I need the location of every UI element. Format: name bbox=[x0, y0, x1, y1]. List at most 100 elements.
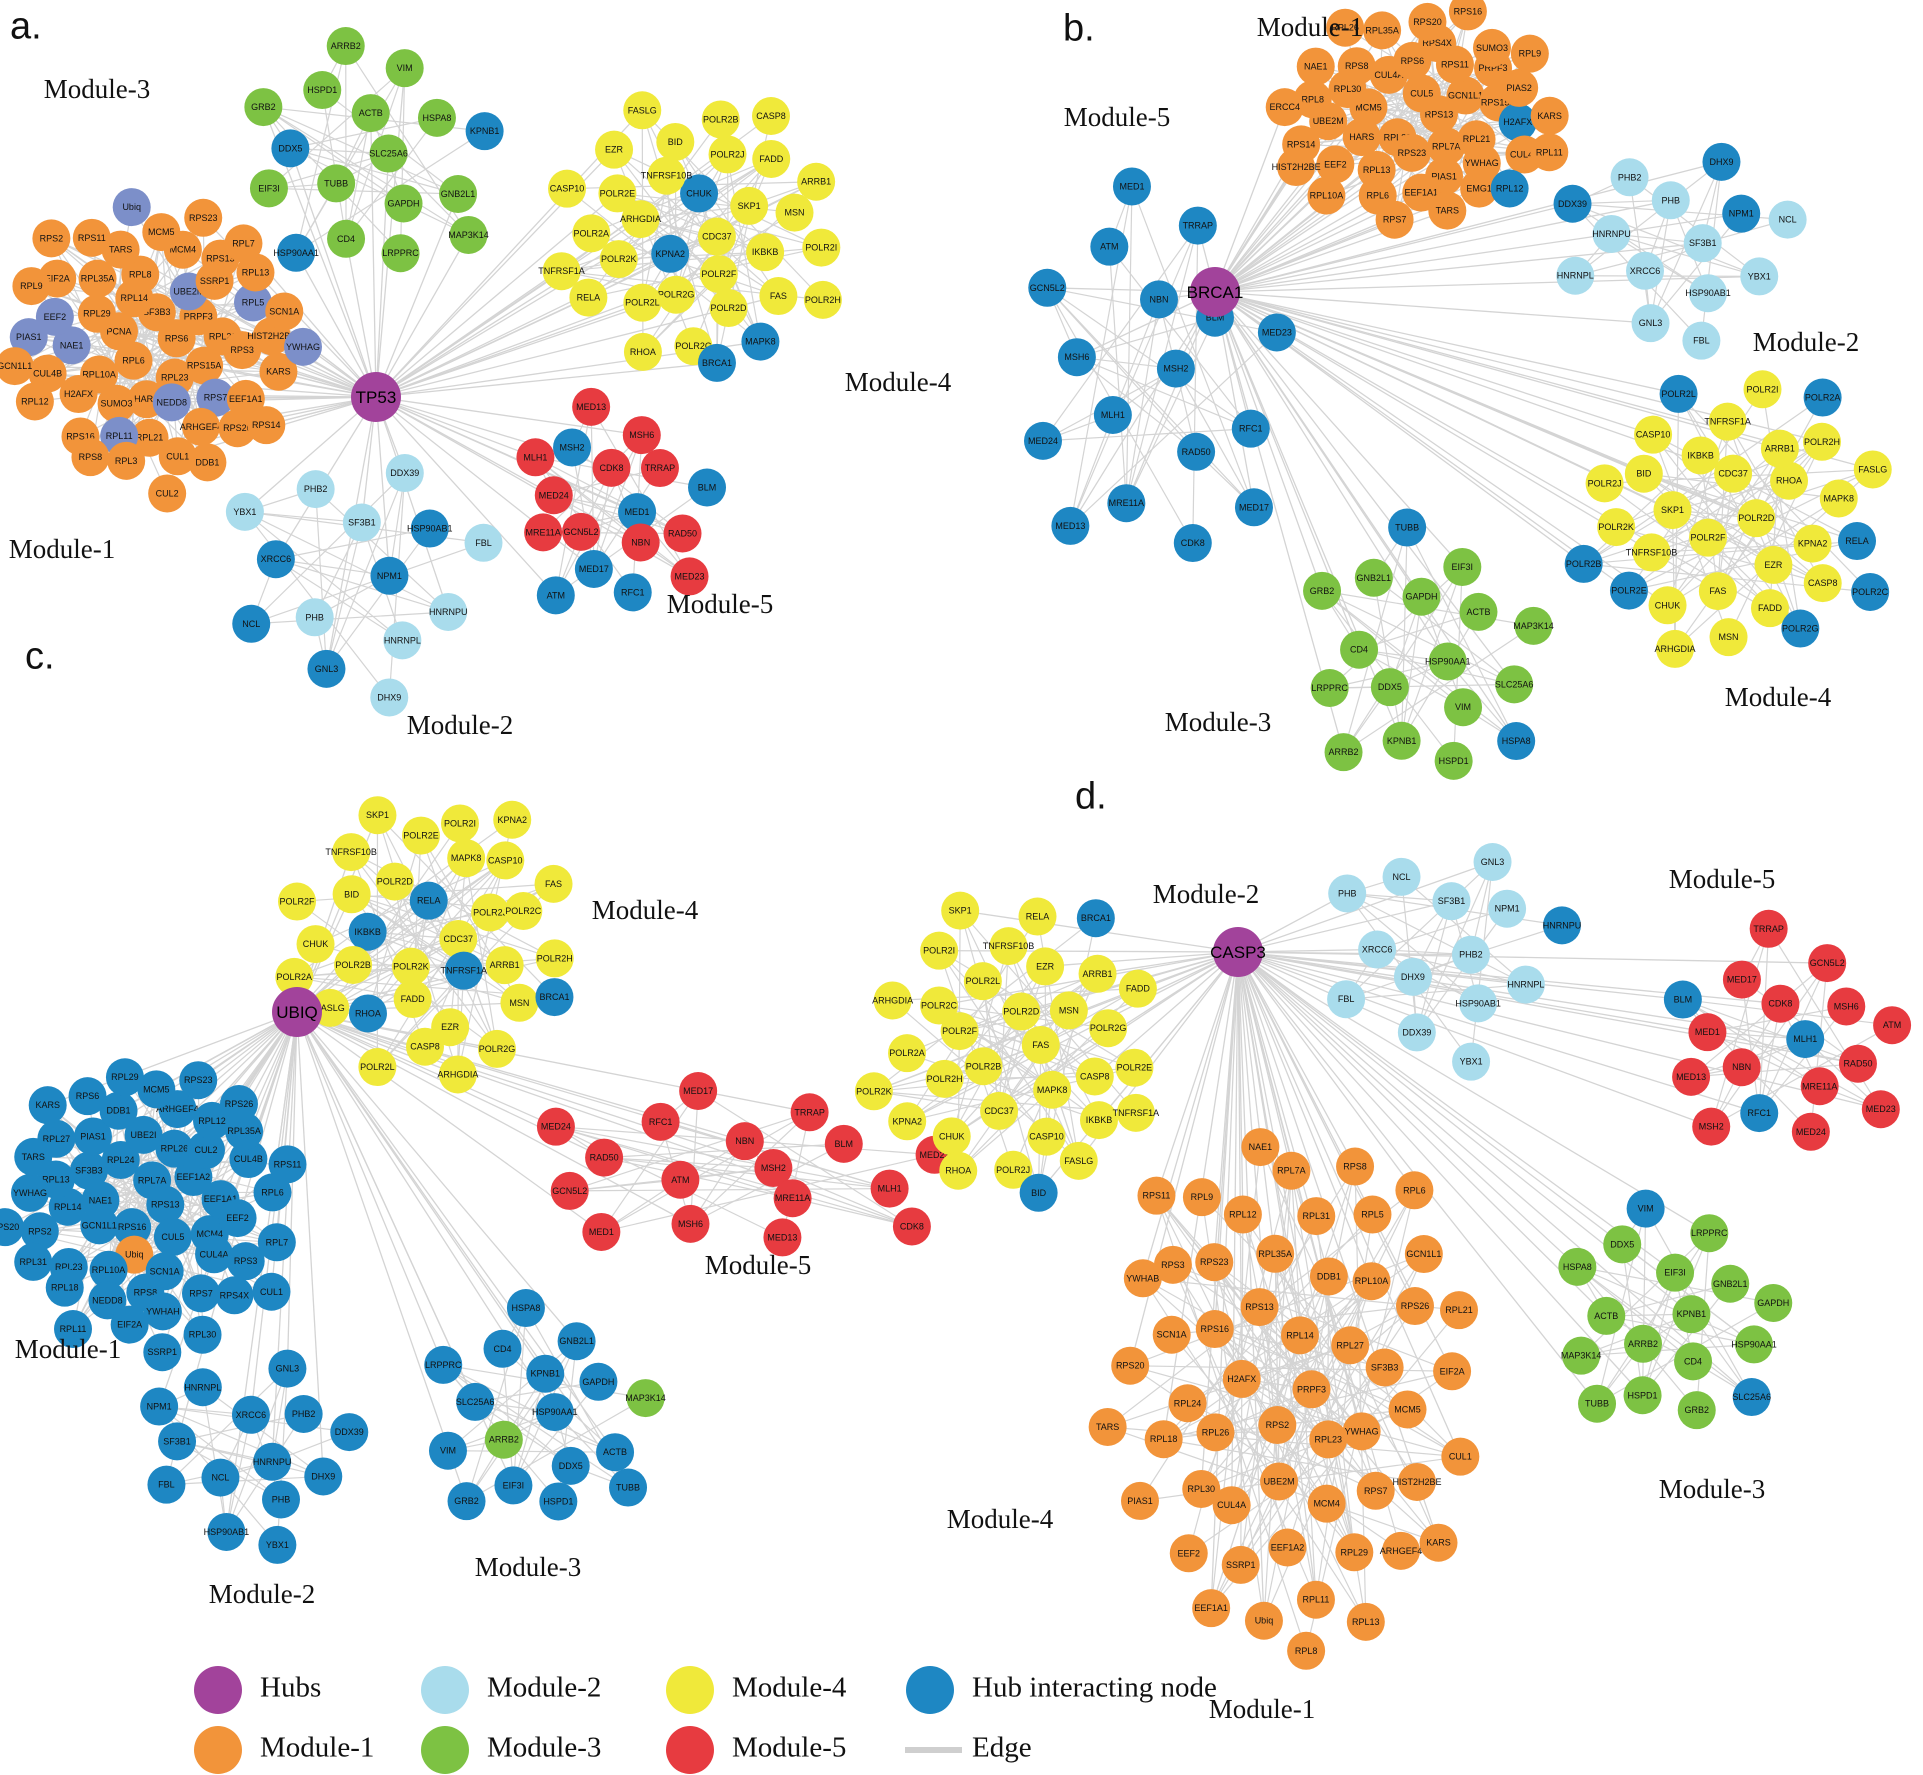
node-circle-POLR2H[interactable] bbox=[925, 1059, 964, 1098]
node-MLH1[interactable]: MLH1 bbox=[1093, 395, 1132, 434]
node-circle-BRCA1[interactable] bbox=[1076, 899, 1115, 938]
node-RELA[interactable]: RELA bbox=[1838, 522, 1877, 561]
node-EEF1A2[interactable]: EEF1A2 bbox=[1268, 1528, 1307, 1567]
node-circle-POLR2H[interactable] bbox=[535, 939, 574, 978]
node-circle-FASLG[interactable] bbox=[1853, 450, 1892, 489]
node-SF3B3[interactable]: SF3B3 bbox=[1365, 1348, 1404, 1387]
node-circle-EZR[interactable] bbox=[595, 130, 634, 169]
node-circle-RPS7[interactable] bbox=[196, 378, 235, 417]
node-HSPA8[interactable]: HSPA8 bbox=[1558, 1247, 1597, 1286]
node-circle-H2AFX[interactable] bbox=[1498, 103, 1537, 142]
node-RPL10A[interactable]: RPL10A bbox=[1307, 176, 1346, 215]
node-circle-MAP3K14[interactable] bbox=[449, 215, 488, 254]
node-circle-HNRNPL[interactable] bbox=[1506, 965, 1545, 1004]
node-circle-HIST2H2BE[interactable] bbox=[1397, 1462, 1436, 1501]
node-RPS2[interactable]: RPS2 bbox=[32, 219, 71, 258]
node-circle-POLR2L[interactable] bbox=[623, 283, 662, 322]
node-circle-CDK8[interactable] bbox=[892, 1207, 931, 1246]
node-circle-HSP90AA1[interactable] bbox=[1428, 642, 1467, 681]
node-Ubiq[interactable]: Ubiq bbox=[112, 188, 151, 227]
node-circle-IKBKB[interactable] bbox=[348, 912, 387, 951]
node-RPS11[interactable]: RPS11 bbox=[72, 218, 111, 257]
node-circle-RPL9[interactable] bbox=[1510, 34, 1549, 73]
node-circle-YWHAG[interactable] bbox=[284, 327, 323, 366]
node-RPS7[interactable]: RPS7 bbox=[1375, 200, 1414, 239]
node-MCM5[interactable]: MCM5 bbox=[1388, 1390, 1427, 1429]
node-circle-POLR2J[interactable] bbox=[994, 1150, 1033, 1189]
node-NCL[interactable]: NCL bbox=[1382, 857, 1421, 896]
node-circle-RHOA[interactable] bbox=[348, 994, 387, 1033]
node-circle-VIM[interactable] bbox=[428, 1431, 467, 1470]
node-CHUK[interactable]: CHUK bbox=[1648, 586, 1687, 625]
node-VIM[interactable]: VIM bbox=[1444, 688, 1483, 727]
node-ARHGDIA[interactable]: ARHGDIA bbox=[437, 1055, 478, 1094]
node-YWHAG[interactable]: YWHAG bbox=[11, 1173, 50, 1212]
node-RPS23[interactable]: RPS23 bbox=[184, 198, 223, 237]
node-POLR2I[interactable]: POLR2I bbox=[1743, 370, 1782, 409]
node-circle-DHX9[interactable] bbox=[1702, 142, 1741, 181]
node-MRE11A[interactable]: MRE11A bbox=[773, 1179, 812, 1218]
node-HSP90AA1[interactable]: HSP90AA1 bbox=[1425, 642, 1471, 681]
node-RPS23[interactable]: RPS23 bbox=[1392, 133, 1431, 172]
node-PHB[interactable]: PHB bbox=[1651, 181, 1690, 220]
node-circle-KPNB1[interactable] bbox=[526, 1354, 565, 1393]
node-circle-POLR2F[interactable] bbox=[699, 255, 738, 294]
node-POLR2A[interactable]: POLR2A bbox=[1803, 378, 1842, 417]
node-circle-RPS2[interactable] bbox=[20, 1212, 59, 1251]
node-FAS[interactable]: FAS bbox=[759, 277, 798, 316]
node-PIAS2[interactable]: PIAS2 bbox=[1500, 68, 1539, 107]
node-circle-CDC37[interactable] bbox=[1714, 454, 1753, 493]
node-RPS7[interactable]: RPS7 bbox=[1356, 1471, 1395, 1510]
node-UBE2M[interactable]: UBE2M bbox=[1260, 1462, 1299, 1501]
node-circle-POLR2I[interactable] bbox=[1743, 370, 1782, 409]
node-circle-EEF2[interactable] bbox=[1169, 1534, 1208, 1573]
node-NBN[interactable]: NBN bbox=[1140, 280, 1179, 319]
node-circle-HNRNPL[interactable] bbox=[1556, 256, 1595, 295]
node-circle-ARRB2[interactable] bbox=[1624, 1324, 1663, 1363]
node-ARHGEF4[interactable]: ARHGEF4 bbox=[1380, 1531, 1423, 1570]
node-circle-MED24[interactable] bbox=[536, 1107, 575, 1146]
node-circle-HSP90AA1[interactable] bbox=[277, 233, 316, 272]
node-circle-FASLG[interactable] bbox=[1059, 1141, 1098, 1180]
node-RPL14[interactable]: RPL14 bbox=[1280, 1316, 1319, 1355]
node-TARS[interactable]: TARS bbox=[1088, 1407, 1127, 1446]
node-circle-BID[interactable] bbox=[1624, 454, 1663, 493]
node-circle-GNB2L1[interactable] bbox=[439, 175, 478, 214]
node-EIF3I[interactable]: EIF3I bbox=[494, 1466, 533, 1505]
node-circle-CDK8[interactable] bbox=[1761, 984, 1800, 1023]
node-circle-NPM1[interactable] bbox=[1488, 889, 1527, 928]
node-CASP8[interactable]: CASP8 bbox=[751, 97, 790, 136]
node-circle-POLR2A[interactable] bbox=[275, 957, 314, 996]
node-circle-DDB1[interactable] bbox=[99, 1091, 138, 1130]
node-BLM[interactable]: BLM bbox=[824, 1124, 863, 1163]
node-circle-MAP3K14[interactable] bbox=[1514, 606, 1553, 645]
node-DDB1[interactable]: DDB1 bbox=[1309, 1257, 1348, 1296]
node-EIF3I[interactable]: EIF3I bbox=[249, 169, 288, 208]
node-EZR[interactable]: EZR bbox=[1754, 545, 1793, 584]
node-GCN5L2[interactable]: GCN5L2 bbox=[1808, 944, 1847, 983]
node-circle-POLR2D[interactable] bbox=[1737, 499, 1776, 538]
node-circle-TNFRSF10B[interactable] bbox=[332, 833, 371, 872]
node-circle-MED1[interactable] bbox=[1688, 1013, 1727, 1052]
node-HNRNPU[interactable]: HNRNPU bbox=[253, 1442, 292, 1481]
node-circle-XRCC6[interactable] bbox=[256, 540, 295, 579]
node-circle-ARRB1[interactable] bbox=[485, 946, 524, 985]
node-circle-CASP8[interactable] bbox=[751, 97, 790, 136]
node-circle-HSPD1[interactable] bbox=[1434, 741, 1473, 780]
node-MSH2[interactable]: MSH2 bbox=[553, 428, 592, 467]
node-circle-MED17[interactable] bbox=[574, 549, 613, 588]
node-circle-CDC37[interactable] bbox=[439, 919, 478, 958]
node-DDX5[interactable]: DDX5 bbox=[1603, 1225, 1642, 1264]
node-circle-VIM[interactable] bbox=[1626, 1189, 1665, 1228]
node-SLC25A6[interactable]: SLC25A6 bbox=[1495, 665, 1534, 704]
node-RPS6[interactable]: RPS6 bbox=[68, 1077, 107, 1116]
node-circle-HSP90AA1[interactable] bbox=[535, 1393, 574, 1432]
node-SF3B1[interactable]: SF3B1 bbox=[342, 503, 381, 542]
node-circle-PIAS1[interactable] bbox=[1120, 1481, 1159, 1520]
node-circle-POLR2F[interactable] bbox=[278, 882, 317, 921]
node-MED24[interactable]: MED24 bbox=[534, 476, 573, 515]
node-YWHAG[interactable]: YWHAG bbox=[1342, 1412, 1381, 1451]
node-circle-ARHGDIA[interactable] bbox=[1656, 629, 1695, 668]
node-circle-LRPPRC[interactable] bbox=[1690, 1214, 1729, 1253]
node-circle-GNB2L1[interactable] bbox=[557, 1322, 596, 1361]
